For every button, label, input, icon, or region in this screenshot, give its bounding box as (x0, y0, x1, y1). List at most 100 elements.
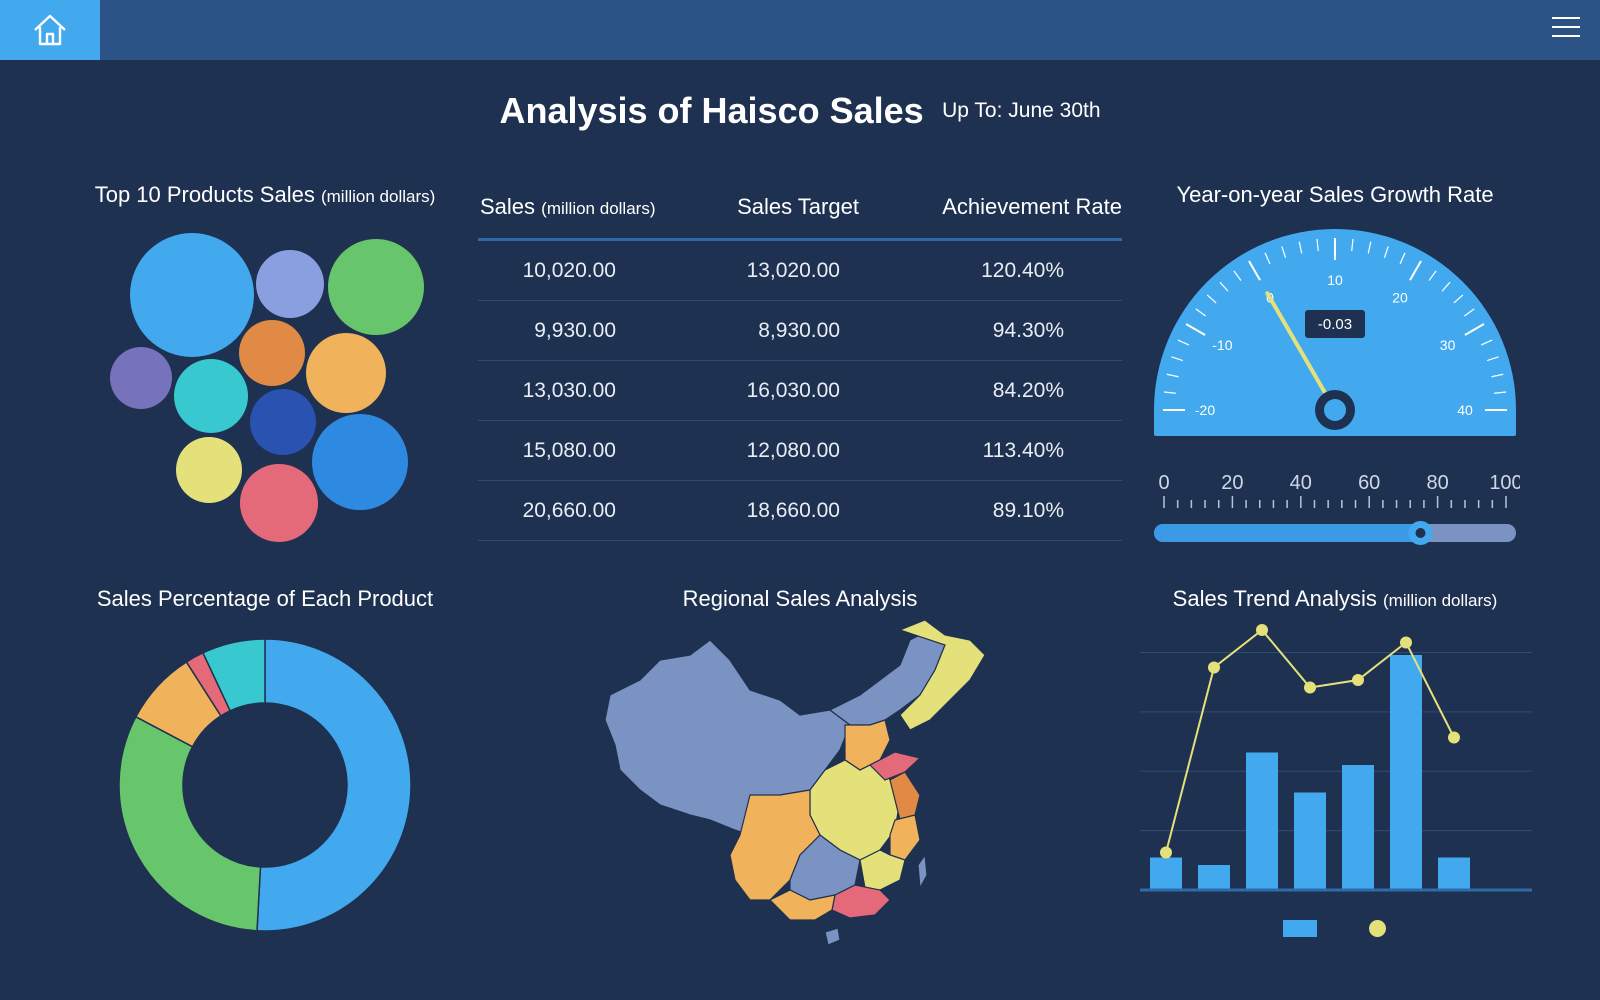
slider-tick-label: 100 (1489, 472, 1520, 494)
trend-bar-1[interactable] (1150, 857, 1182, 891)
bubble-2[interactable] (256, 250, 324, 318)
trend-bar-2[interactable] (1198, 865, 1230, 890)
gauge-tick (1248, 260, 1261, 281)
gauge-title: Year-on-year Sales Growth Rate (1176, 182, 1494, 207)
gauge-tick-labels: -20-10010203040 (1195, 272, 1473, 418)
gauge-tick (1464, 323, 1485, 336)
bubble-1[interactable] (130, 233, 254, 357)
bubble-5[interactable] (110, 347, 172, 409)
trend-bar-4[interactable] (1294, 792, 1326, 891)
bubbles-title-text: Top 10 Products Sales (94, 182, 315, 207)
gauge-tick (1486, 356, 1499, 362)
trend-grid (1140, 652, 1532, 891)
cell-sales: 20,660.00 (522, 498, 616, 522)
bubble-8[interactable] (250, 389, 316, 455)
donut-slice-1[interactable] (256, 638, 412, 932)
gauge-tick (1171, 356, 1184, 362)
header-sales-label: Sales (480, 194, 536, 219)
trend-point-3[interactable] (1256, 624, 1268, 636)
map-region-hainan[interactable] (824, 927, 841, 946)
slider-tick-label: 60 (1358, 472, 1380, 494)
bubble-9[interactable] (312, 414, 408, 510)
sales-trend-chart (1140, 624, 1532, 892)
gauge-needle (1265, 291, 1337, 412)
map-region-guangdong[interactable] (831, 884, 891, 919)
bubbles-title-unit: (million dollars) (320, 187, 436, 206)
cell-sales: 13,030.00 (522, 378, 616, 402)
map-region-taiwan[interactable] (917, 853, 928, 891)
home-button[interactable] (0, 0, 100, 60)
bubbles-title: Top 10 Products Sales (million dollars) (80, 182, 450, 208)
trend-bar-7[interactable] (1438, 857, 1470, 891)
regional-map (604, 620, 986, 946)
legend-line-marker[interactable] (1369, 920, 1386, 937)
donut-slice-2[interactable] (118, 715, 262, 932)
cell-target: 18,660.00 (746, 498, 840, 522)
bubble-11[interactable] (240, 464, 318, 542)
bubble-3[interactable] (328, 239, 424, 335)
trend-bar-5[interactable] (1342, 765, 1374, 890)
trend-bar-3[interactable] (1246, 752, 1278, 891)
gauge-tick (1464, 308, 1475, 317)
gauge-value-box (1305, 310, 1365, 338)
trend-point-1[interactable] (1160, 846, 1172, 859)
donut-chart (118, 638, 412, 932)
gauge-tick (1480, 339, 1493, 346)
gauge-tick (1491, 373, 1504, 378)
range-slider[interactable]: 0 20 40 60 80 100 (1150, 470, 1520, 550)
gauge-tick (1166, 373, 1179, 378)
gauge-tick (1453, 294, 1464, 304)
header-sales: Sales (million dollars) (478, 194, 707, 220)
gauge-tick (1281, 246, 1287, 259)
gauge-tick-label: -20 (1195, 402, 1215, 418)
gauge-tick (1367, 241, 1372, 254)
trend-point-5[interactable] (1352, 674, 1364, 686)
trend-title-text: Sales Trend Analysis (1172, 586, 1377, 611)
donut-slices (118, 638, 412, 932)
gauge-tick (1351, 238, 1354, 251)
sales-table: Sales (million dollars) Sales Target Ach… (478, 176, 1122, 541)
trend-point-2[interactable] (1208, 661, 1220, 674)
table-header: Sales (million dollars) Sales Target Ach… (478, 176, 1122, 241)
map-region-shandong[interactable] (868, 751, 922, 781)
gauge-tick (1177, 339, 1190, 346)
header-target: Sales Target (737, 194, 859, 219)
gauge-tick-label: 40 (1457, 402, 1473, 418)
bubble-7[interactable] (306, 333, 386, 413)
slider-tick-label: 80 (1426, 472, 1448, 494)
gauge-tick (1233, 270, 1242, 281)
gauge-tick (1409, 260, 1422, 281)
trend-point-6[interactable] (1400, 636, 1412, 649)
cell-target: 8,930.00 (758, 318, 840, 342)
cell-target: 16,030.00 (746, 378, 840, 402)
gauge-tick (1316, 238, 1319, 251)
page-title-area: Analysis of Haisco Sales Up To: June 30t… (0, 90, 1600, 132)
gauge-tick (1383, 246, 1389, 259)
map-region-guangxi[interactable] (768, 889, 836, 921)
bubble-6[interactable] (174, 359, 248, 433)
cell-sales: 10,020.00 (522, 258, 616, 282)
cell-target: 13,020.00 (746, 258, 840, 282)
bubble-10[interactable] (176, 437, 242, 503)
trend-point-7[interactable] (1448, 731, 1460, 744)
page-title: Analysis of Haisco Sales (499, 90, 924, 131)
bubble-4[interactable] (239, 320, 305, 386)
hamburger-menu-icon[interactable] (1552, 17, 1580, 41)
map-region-northeast[interactable] (898, 620, 986, 731)
cell-sales: 15,080.00 (522, 438, 616, 462)
legend-bar-marker[interactable] (1283, 920, 1317, 937)
cell-target: 12,080.00 (746, 438, 840, 462)
trend-bar-6[interactable] (1390, 655, 1422, 890)
map-region-east-coast[interactable] (889, 814, 921, 861)
gauge-tick-label: 10 (1327, 272, 1343, 288)
table-row: 20,660.00 18,660.00 89.10% (478, 481, 1122, 541)
gauge-tick (1264, 252, 1271, 265)
map-title: Regional Sales Analysis (682, 586, 918, 611)
slider-fill (1154, 524, 1421, 542)
slider-tick-labels: 0 20 40 60 80 100 (1158, 472, 1520, 494)
donut-slice-5[interactable] (201, 638, 266, 712)
slider-handle-center (1415, 528, 1426, 538)
growth-gauge: -20-10010203040 -0.03 (1154, 229, 1516, 436)
trend-point-4[interactable] (1304, 681, 1316, 694)
gauge-tick-label: -10 (1212, 337, 1232, 353)
